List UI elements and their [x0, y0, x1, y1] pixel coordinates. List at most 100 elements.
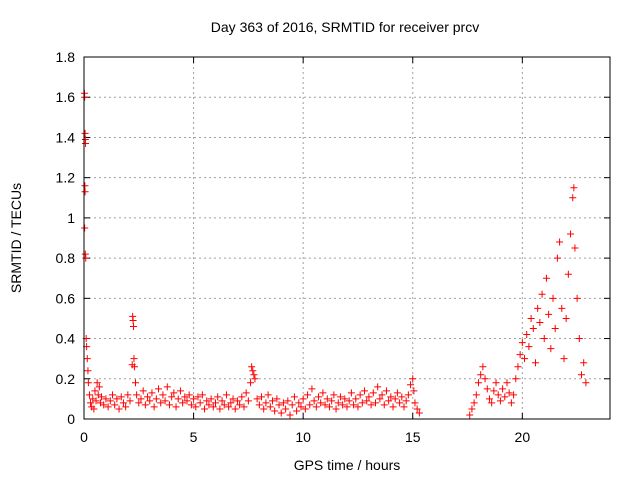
- data-point: [466, 411, 474, 419]
- data-point: [248, 363, 256, 371]
- data-point: [407, 381, 415, 389]
- data-point: [389, 403, 397, 411]
- data-point: [231, 405, 239, 413]
- data-point: [115, 405, 123, 413]
- data-point: [503, 379, 511, 387]
- data-point: [122, 403, 130, 411]
- y-tick-label: 0.2: [56, 371, 76, 387]
- data-point: [205, 401, 213, 409]
- data-point: [391, 395, 399, 403]
- data-point: [216, 405, 224, 413]
- data-point: [288, 401, 296, 409]
- data-point: [137, 395, 145, 403]
- plot-frame: [83, 56, 611, 420]
- data-point: [130, 355, 138, 363]
- data-point: [411, 399, 419, 407]
- data-point: [578, 371, 586, 379]
- data-point: [250, 371, 258, 379]
- data-point: [365, 393, 373, 401]
- data-point: [470, 399, 478, 407]
- data-point: [295, 399, 303, 407]
- data-point: [106, 397, 114, 405]
- data-point: [238, 393, 246, 401]
- data-point: [400, 403, 408, 411]
- data-point: [159, 391, 167, 399]
- data-points: [80, 89, 590, 419]
- y-tick-label: 1: [67, 210, 75, 226]
- y-tick-label: 1.4: [56, 129, 76, 145]
- data-point: [562, 314, 570, 322]
- data-point: [396, 399, 404, 407]
- data-point: [163, 383, 171, 391]
- data-point: [155, 385, 163, 393]
- data-point: [402, 397, 410, 405]
- data-point: [472, 391, 480, 399]
- data-point: [95, 383, 103, 391]
- data-point: [334, 399, 342, 407]
- data-point: [207, 395, 215, 403]
- data-point: [499, 385, 507, 393]
- data-point: [361, 387, 369, 395]
- data-point: [404, 391, 412, 399]
- data-point: [580, 359, 588, 367]
- data-point: [299, 395, 307, 403]
- data-point: [135, 399, 143, 407]
- data-point: [129, 316, 137, 324]
- data-point: [146, 397, 154, 405]
- data-point: [358, 399, 366, 407]
- data-point: [413, 405, 421, 413]
- data-point: [192, 403, 200, 411]
- data-point: [516, 351, 524, 359]
- data-point: [575, 335, 583, 343]
- data-point: [545, 310, 553, 318]
- data-point: [356, 391, 364, 399]
- data-point: [218, 397, 226, 405]
- data-point: [481, 375, 489, 383]
- data-point: [330, 391, 338, 399]
- y-tick-label: 0: [67, 411, 75, 427]
- data-point: [82, 139, 90, 147]
- data-point: [247, 379, 255, 387]
- data-point: [547, 345, 555, 353]
- data-point: [113, 395, 121, 403]
- data-point: [374, 383, 382, 391]
- data-point: [236, 401, 244, 409]
- data-point: [315, 393, 323, 401]
- y-tick-label: 1.6: [56, 89, 76, 105]
- data-point: [479, 363, 487, 371]
- data-point: [227, 399, 235, 407]
- data-point: [468, 405, 476, 413]
- data-point: [84, 367, 92, 375]
- data-point: [229, 395, 237, 403]
- x-tick-label: 20: [515, 429, 531, 445]
- data-point: [181, 393, 189, 401]
- data-point: [483, 385, 491, 393]
- data-point: [266, 403, 274, 411]
- data-point: [282, 405, 290, 413]
- data-point: [312, 403, 320, 411]
- data-point: [273, 395, 281, 403]
- data-point: [553, 254, 561, 262]
- data-point: [157, 399, 165, 407]
- y-tick-label: 0.4: [56, 331, 76, 347]
- data-point: [332, 405, 340, 413]
- x-tick-label: 10: [295, 429, 311, 445]
- data-point: [350, 401, 358, 409]
- data-point: [398, 393, 406, 401]
- data-point: [98, 393, 106, 401]
- data-point: [310, 397, 318, 405]
- data-point: [558, 304, 566, 312]
- data-point: [201, 405, 209, 413]
- x-tick-label: 5: [190, 429, 198, 445]
- data-point: [187, 401, 195, 409]
- data-point: [174, 395, 182, 403]
- data-point: [378, 391, 386, 399]
- data-point: [549, 294, 557, 302]
- data-point: [570, 184, 578, 192]
- data-point: [485, 395, 493, 403]
- data-point: [85, 391, 93, 399]
- data-point: [264, 391, 272, 399]
- x-tick-label: 15: [405, 429, 421, 445]
- data-point: [277, 409, 285, 417]
- data-point: [518, 339, 526, 347]
